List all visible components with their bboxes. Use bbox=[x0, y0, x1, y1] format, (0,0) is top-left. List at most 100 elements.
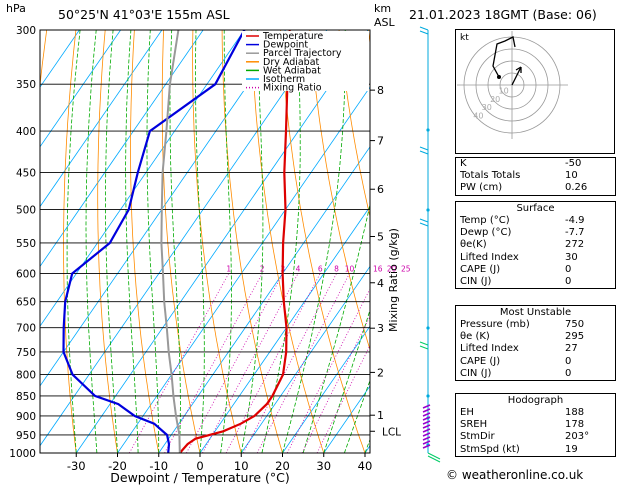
row-label: PW (cm) bbox=[460, 182, 503, 194]
pressure-tick-label: 950 bbox=[16, 430, 36, 442]
wind-barb bbox=[419, 146, 429, 155]
location-label: 50°25'N 41°03'E 155m ASL bbox=[58, 7, 230, 22]
pressure-tick-label: 700 bbox=[16, 323, 36, 335]
wind-barb-low bbox=[422, 408, 431, 413]
row-value: 272 bbox=[565, 239, 585, 251]
wet-adiabat-line bbox=[125, 30, 139, 453]
wind-barb-surface bbox=[427, 452, 441, 463]
hodograph-ring-label: 40 bbox=[473, 112, 483, 121]
isotherm-line bbox=[240, 265, 370, 453]
isotherm-line bbox=[40, 30, 245, 327]
legend-label: Mixing Ratio bbox=[263, 83, 322, 94]
mixing-ratio-line bbox=[186, 273, 284, 453]
series-line-temperature bbox=[178, 30, 291, 453]
dry-adiabat-line bbox=[192, 30, 242, 453]
hodograph-kt-label: kt bbox=[460, 33, 469, 43]
datetime-label: 21.01.2023 18GMT (Base: 06) bbox=[409, 7, 597, 22]
row-value: 188 bbox=[565, 407, 585, 418]
table-row: Dewp (°C) -7.7 bbox=[456, 227, 615, 239]
row-label: CIN (J) bbox=[460, 367, 492, 379]
legend-label: Parcel Trajectory bbox=[263, 48, 342, 59]
row-value: 10 bbox=[565, 170, 578, 182]
pressure-tick-label: 300 bbox=[16, 25, 36, 37]
row-label: Lifted Index bbox=[460, 343, 519, 355]
wind-barb-low bbox=[422, 404, 431, 409]
row-value: 19 bbox=[565, 443, 578, 455]
row-label: CAPE (J) bbox=[460, 355, 501, 367]
km-tick-label: 3 bbox=[377, 322, 384, 335]
wind-barb bbox=[419, 218, 429, 227]
table-row: EH 188 bbox=[456, 407, 615, 419]
hodograph-ring-label: 20 bbox=[490, 95, 500, 104]
row-label: StmSpd (kt) bbox=[460, 443, 520, 455]
wet-adiabat-line bbox=[282, 30, 346, 453]
temperature-tick-label: 30 bbox=[316, 459, 331, 473]
pressure-tick-label: 800 bbox=[16, 370, 36, 382]
hodograph-table-title: Hodograph bbox=[507, 395, 564, 406]
temperature-axis: -30 -20 -10 0 10 20 30 40 bbox=[67, 453, 372, 473]
row-value: -4.9 bbox=[565, 215, 585, 226]
temperature-tick-label: -10 bbox=[149, 459, 168, 473]
pressure-tick-label: 650 bbox=[16, 297, 36, 309]
table-row: K -50 bbox=[456, 158, 615, 170]
row-label: Temp (°C) bbox=[460, 215, 510, 226]
hodograph-ring-label: 30 bbox=[482, 103, 492, 112]
wet-adiabat-line bbox=[169, 30, 181, 453]
asl-label: ASL bbox=[374, 16, 395, 29]
row-value: 295 bbox=[565, 331, 585, 343]
isotherm-line bbox=[75, 30, 369, 453]
isotherm-line bbox=[158, 146, 370, 453]
legend-background bbox=[242, 31, 369, 91]
mixing-ratio-line bbox=[243, 273, 337, 453]
row-value: 203° bbox=[565, 431, 590, 443]
hodograph-trace bbox=[492, 36, 516, 78]
mixing-ratio-label: 1 bbox=[226, 265, 231, 274]
series-line-dewpoint bbox=[62, 30, 246, 453]
row-value: -7.7 bbox=[565, 227, 585, 239]
row-label: θe (K) bbox=[460, 331, 490, 343]
hodograph-table: Hodograph EH 188 SREH 178 StmDir 203° StmSpd (… bbox=[455, 393, 616, 457]
mixing-ratio-label: 20 bbox=[387, 265, 397, 274]
hodograph-ring-label: 10 bbox=[499, 86, 509, 95]
wind-barb-low bbox=[422, 432, 431, 437]
table-row: StmSpd (kt) 19 bbox=[456, 444, 615, 456]
mixing-ratio-line bbox=[256, 273, 350, 453]
pressure-tick-label: 900 bbox=[16, 411, 36, 423]
table-row: Temp (°C) -4.9 bbox=[456, 215, 615, 227]
wind-barb-low bbox=[422, 436, 431, 441]
row-value: 0 bbox=[565, 355, 572, 367]
isotherm-line bbox=[117, 86, 370, 453]
row-label: K bbox=[460, 158, 467, 169]
wind-barbs bbox=[419, 26, 441, 463]
km-tick-label: 8 bbox=[377, 84, 384, 97]
wet-adiabat-line bbox=[240, 30, 264, 453]
x-axis-label: Dewpoint / Temperature (°C) bbox=[110, 470, 289, 485]
table-row: PW (cm) 0.26 bbox=[456, 182, 615, 194]
pressure-tick-label: 400 bbox=[16, 126, 36, 138]
row-label: Totals Totals bbox=[460, 170, 521, 182]
table-row: SREH 178 bbox=[456, 419, 615, 431]
pressure-tick-label: 600 bbox=[16, 269, 36, 281]
mixing-ratio-label: 8 bbox=[334, 265, 339, 274]
mixing-ratio-line bbox=[225, 273, 321, 453]
profiles bbox=[62, 30, 291, 453]
temperature-tick-label: -20 bbox=[108, 459, 127, 473]
isotherm-line bbox=[199, 205, 370, 453]
mixing-ratio-label: 2 bbox=[260, 265, 265, 274]
row-value: 27 bbox=[565, 343, 578, 355]
surface-title: Surface bbox=[516, 203, 555, 214]
legend-label: Wet Adiabat bbox=[263, 65, 321, 76]
row-value: 178 bbox=[565, 419, 585, 431]
table-row: Lifted Index 30 bbox=[456, 252, 615, 264]
row-value: 30 bbox=[565, 251, 578, 263]
row-value: 0 bbox=[565, 275, 572, 287]
km-axis: 1 2 3 4 5 6 7 8 LCL bbox=[370, 84, 401, 438]
mixing-ratio-line bbox=[128, 273, 230, 453]
isotherm-line bbox=[40, 30, 286, 387]
row-value: 0.26 bbox=[565, 182, 588, 194]
wind-barb bbox=[419, 26, 429, 35]
row-label: StmDir bbox=[460, 431, 495, 443]
hodograph-start-dot bbox=[497, 75, 501, 79]
